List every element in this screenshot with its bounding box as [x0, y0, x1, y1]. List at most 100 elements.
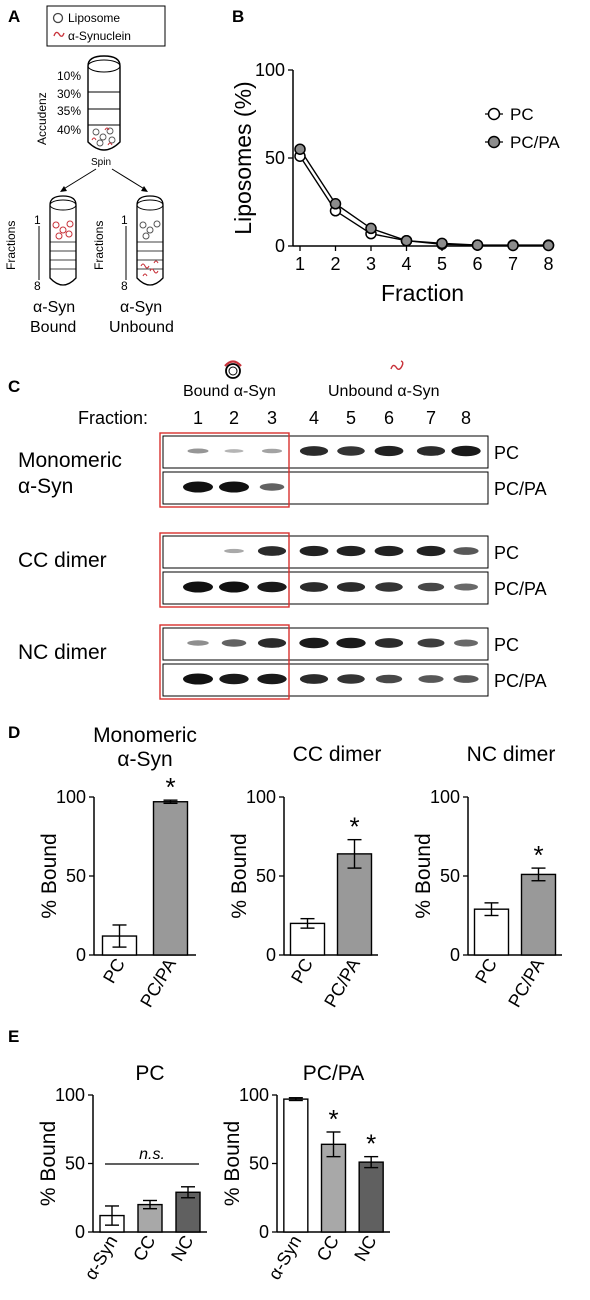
blot-row-label: PC [494, 635, 519, 655]
unbound-tube [136, 195, 164, 286]
E2-x-tick-label: NC [350, 1232, 380, 1265]
panel-e-pc-chart: 0 50 100 α-Syn CC NC % Bound PC n.s. [37, 1062, 207, 1283]
D1-y-tick-label: 50 [66, 866, 86, 886]
blot-band [374, 638, 404, 648]
D1-y-axis-title: % Bound [38, 833, 61, 918]
blot-band [375, 674, 403, 684]
D3-y-axis-title: % Bound [412, 833, 435, 918]
unbound-fraction-top: 1 [121, 213, 128, 227]
synuclein-legend-icon [53, 31, 65, 37]
blot-row-label: PC/PA [494, 671, 547, 691]
E1-title: PC [135, 1062, 164, 1085]
unbound-fraction-bottom: 8 [121, 279, 128, 293]
panel-a-schematic: Liposome α-Synuclein 10% 30% 35% 40% Acc… [4, 5, 174, 336]
E2-y-tick-label: 0 [259, 1222, 269, 1242]
b-x-tick-label: 1 [295, 254, 305, 274]
d1-title-line1: Monomeric [93, 724, 197, 747]
E2-y-axis-title: % Bound [221, 1121, 244, 1206]
b-x-tick-label: 3 [366, 254, 376, 274]
blot-band [257, 673, 287, 685]
b-x-tick-label: 7 [508, 254, 518, 274]
b-y-axis-title: Liposomes (%) [230, 81, 256, 234]
blot-band [418, 675, 444, 683]
blot-band [261, 448, 283, 454]
fraction-row-label: Fraction: [78, 408, 148, 428]
b-point [400, 234, 413, 247]
E2-bar [358, 1161, 384, 1233]
blot-band [224, 449, 244, 453]
D3-x-tick-label: PC [471, 955, 501, 987]
panel-d-cc-chart: 0 50 100 PC * PC/PA % Bound CC dimer [228, 743, 381, 1011]
D3-y-tick-label: 0 [450, 945, 460, 965]
blot-row-label: PC/PA [494, 479, 547, 499]
blot-row-label: PC [494, 443, 519, 463]
blot-band [416, 446, 446, 456]
E1-x-tick-label: α-Syn [80, 1232, 121, 1283]
blot-band [417, 638, 445, 648]
blot-band [187, 640, 209, 646]
unbound-syn-icon [390, 360, 404, 370]
b-point [471, 239, 484, 251]
blot-group-title: CC dimer [18, 549, 107, 572]
blot-band [375, 582, 403, 592]
D3-bar [473, 908, 510, 956]
E2-x-tick-label: α-Syn [264, 1232, 305, 1283]
gradient-layer-10: 10% [57, 69, 81, 83]
E1-y-tick-label: 50 [65, 1154, 85, 1174]
blot-band [299, 582, 329, 592]
blot-band [187, 448, 209, 454]
blot-band [336, 637, 366, 649]
blot-band [454, 639, 478, 647]
blot-band [454, 583, 478, 591]
unbound-label-1: α-Syn [120, 299, 162, 316]
unbound-label-2: Unbound [109, 319, 174, 336]
blot-row-frame [162, 471, 489, 505]
b-y-tick-label: 0 [275, 236, 285, 256]
unbound-syn-label: Unbound α-Syn [328, 383, 440, 400]
bound-fraction-bottom: 8 [34, 279, 41, 293]
E2-bar [283, 1098, 309, 1233]
gradient-tube [87, 55, 121, 151]
fraction-number: 1 [193, 408, 203, 428]
D3-bar [520, 873, 557, 956]
blot-group-title: Monomeric [18, 449, 122, 472]
fraction-number: 5 [346, 408, 356, 428]
blot-band [374, 545, 404, 557]
blot-band [336, 582, 366, 592]
blot-band [219, 581, 249, 593]
blot-band [337, 446, 365, 456]
b-x-tick-label: 6 [472, 254, 482, 274]
panel-letter-a: A [8, 7, 20, 26]
b-point [294, 143, 306, 155]
D1-bar [152, 801, 189, 956]
blot-band [219, 673, 249, 685]
gradient-layer-35: 35% [57, 104, 81, 118]
E2-bar [320, 1143, 347, 1233]
E1-ns-label: n.s. [139, 1146, 165, 1163]
blot-band [299, 637, 329, 649]
E1-y-axis-title: % Bound [37, 1121, 60, 1206]
D2-y-axis-title: % Bound [228, 833, 251, 918]
blot-band [417, 582, 445, 592]
blot-band [183, 581, 213, 593]
blot-band [416, 545, 446, 557]
panel-c-western-blots: Bound α-Syn Unbound α-Syn Fraction: 1 2 3 4… [18, 360, 547, 700]
b-y-tick-label: 50 [265, 148, 285, 168]
D1-significance-star: * [165, 772, 175, 802]
blot-band [183, 481, 213, 493]
arrow-to-bound [61, 168, 97, 191]
blot-band [299, 446, 329, 456]
blot-group-title: NC dimer [18, 641, 107, 664]
blot-row-label: PC/PA [494, 579, 547, 599]
b-point [436, 237, 448, 250]
b-x-tick-label: 5 [437, 254, 447, 274]
panel-letter-b: B [232, 7, 244, 26]
bound-tube [49, 195, 77, 286]
bound-fractions-highlight [159, 532, 290, 608]
E2-y-tick-label: 100 [239, 1085, 269, 1105]
fraction-number: 3 [267, 408, 277, 428]
fraction-number: 4 [309, 408, 319, 428]
blot-band [257, 638, 287, 648]
D2-x-tick-label: PC [287, 955, 317, 987]
